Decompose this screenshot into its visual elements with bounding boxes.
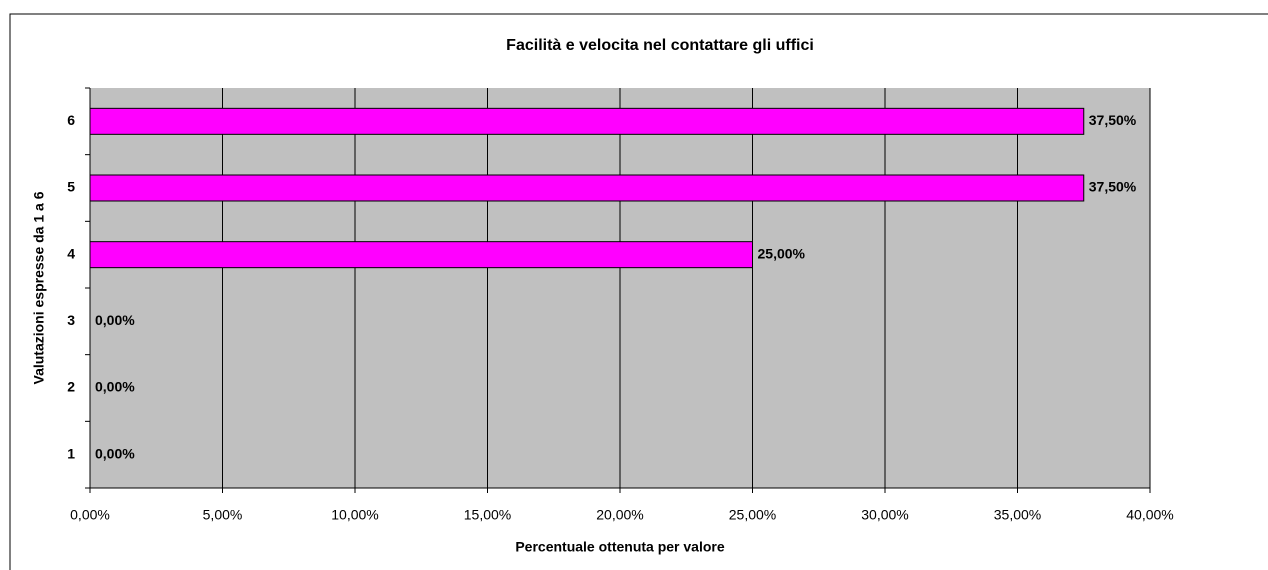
value-label: 0,00% [95,312,135,328]
x-axis-title: Percentuale ottenuta per valore [515,539,725,555]
value-label: 37,50% [1089,112,1137,128]
y-tick-label: 6 [67,112,75,128]
bar [89,174,1085,202]
chart-frame [9,13,1268,570]
y-tick-label: 1 [67,445,75,461]
value-label: 0,00% [95,379,135,395]
bar [89,241,753,269]
x-tick-label: 25,00% [729,507,776,523]
chart-title: Facilità e velocita nel contattare gli u… [506,37,814,54]
x-tick-label: 20,00% [596,507,643,523]
x-tick-label: 35,00% [994,507,1041,523]
y-tick-label: 2 [67,379,75,395]
x-tick-label: 15,00% [464,507,511,523]
x-tick-label: 10,00% [331,507,378,523]
x-tick-label: 30,00% [861,507,908,523]
x-tick-label: 40,00% [1126,507,1173,523]
value-label: 25,00% [758,245,806,261]
y-axis-title: Valutazioni espresse da 1 a 6 [31,191,47,384]
y-tick-label: 4 [67,245,75,261]
y-tick-label: 3 [67,312,75,328]
y-tick-label: 5 [67,179,75,195]
value-label: 0,00% [95,445,135,461]
bar [89,107,1085,135]
x-tick-label: 5,00% [203,507,243,523]
x-tick-label: 0,00% [70,507,110,523]
value-label: 37,50% [1089,179,1137,195]
